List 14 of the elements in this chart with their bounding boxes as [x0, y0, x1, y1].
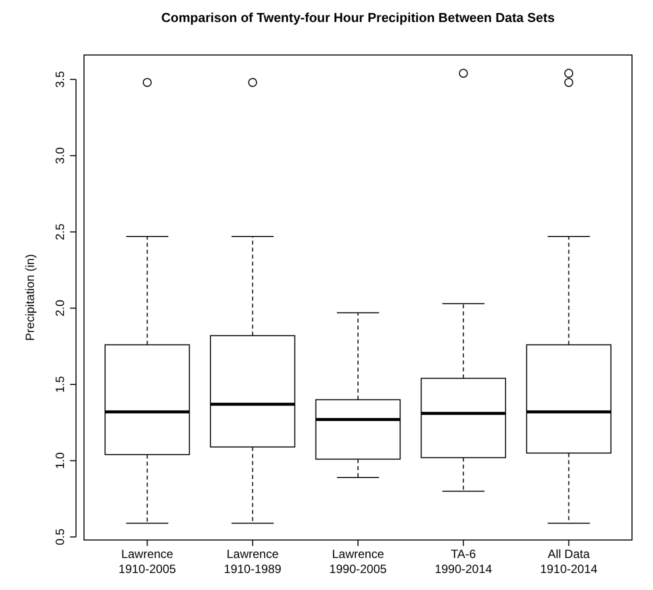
y-tick-label: 3.5: [53, 70, 67, 88]
y-tick-label: 1.5: [53, 376, 67, 393]
x-tick-label: Lawrence 1910-1989: [224, 547, 282, 576]
y-tick-label: 3.0: [53, 146, 67, 164]
x-tick-label: TA-6 1990-2014: [434, 547, 492, 576]
x-tick-label: All Data 1910-2014: [540, 547, 598, 576]
chart-title: Comparison of Twenty-four Hour Precipition Between Data Sets: [161, 10, 555, 25]
x-tick-label: Lawrence 1990-2005: [329, 547, 388, 576]
y-tick-label: 2.0: [53, 300, 67, 317]
x-tick-label: Lawrence 1910-2005: [118, 547, 176, 576]
y-tick-label: 0.5: [53, 528, 67, 546]
y-tick-label: 2.5: [53, 223, 67, 240]
y-axis-title: Precipitation (in): [23, 254, 37, 341]
y-tick-label: 1.0: [53, 452, 67, 470]
